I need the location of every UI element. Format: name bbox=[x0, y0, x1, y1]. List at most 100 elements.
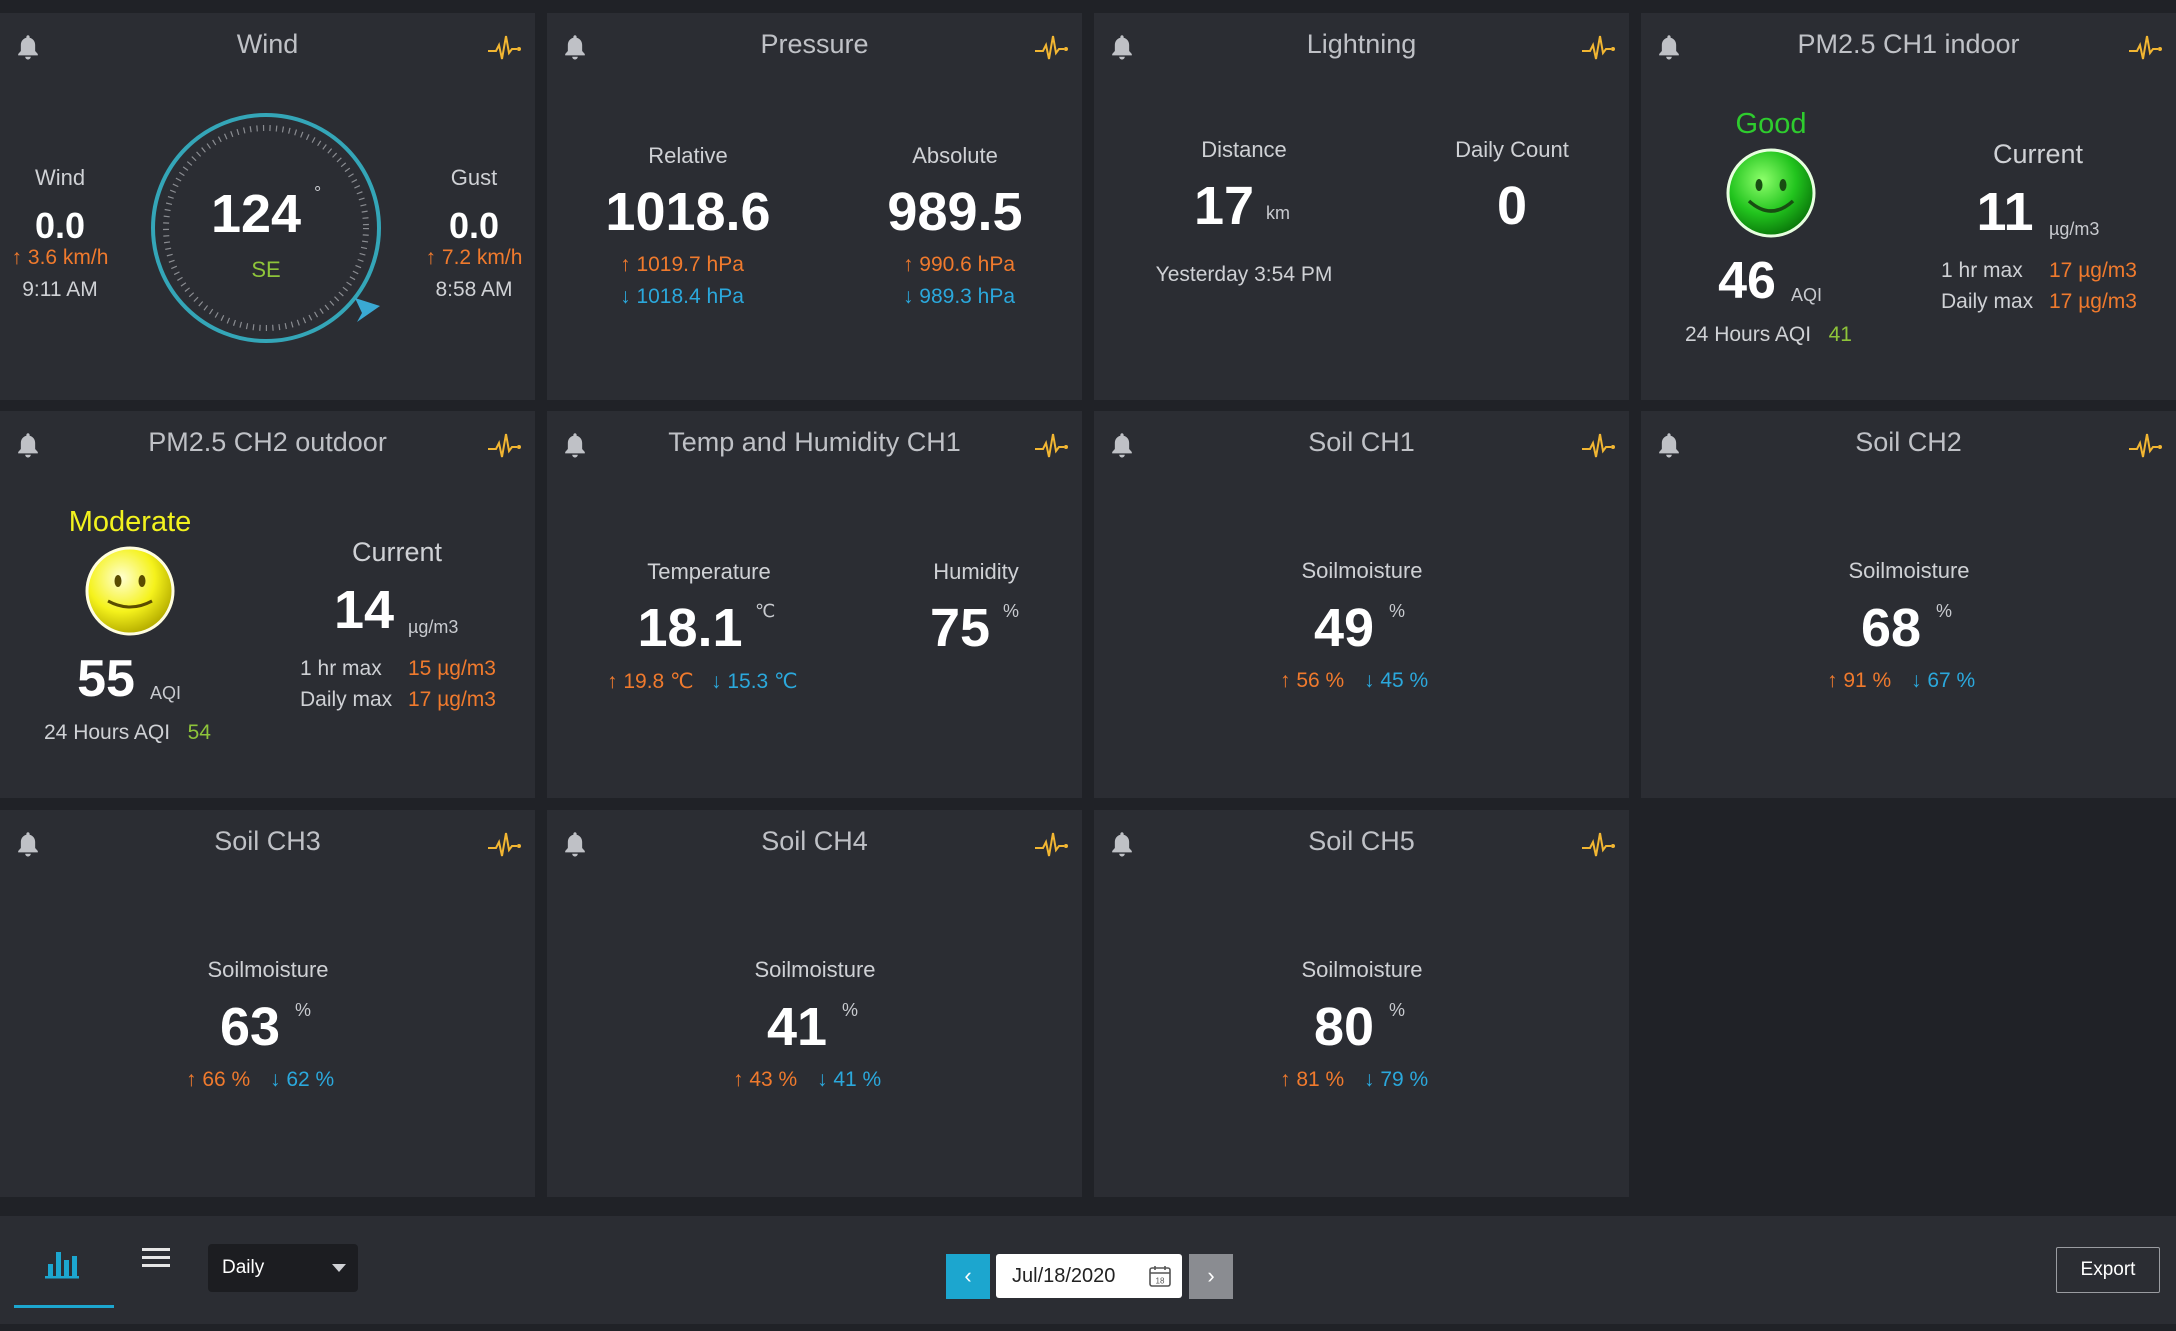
date-input-value: Jul/18/2020 bbox=[1012, 1265, 1116, 1287]
list-view-tab[interactable] bbox=[136, 1238, 176, 1278]
card-title: Temp and Humidity CH1 bbox=[668, 427, 961, 457]
soil-ch4-card: Soil CH4 Soilmoisture 41 % ↑ 43 % ↓ 41 % bbox=[547, 810, 1082, 1197]
last-strike-time: Yesterday 3:54 PM bbox=[1155, 263, 1333, 286]
bell-icon[interactable] bbox=[561, 33, 589, 63]
prev-date-button[interactable]: ‹ bbox=[946, 1254, 990, 1299]
bell-icon[interactable] bbox=[1655, 431, 1683, 461]
list-icon bbox=[142, 1248, 170, 1267]
card-title: Pressure bbox=[760, 29, 869, 59]
hr-max-value: 17 µg/m3 bbox=[2049, 259, 2137, 282]
card-title: Lightning bbox=[1306, 29, 1417, 59]
pulse-icon[interactable] bbox=[1581, 830, 1617, 862]
distance-label: Distance bbox=[1201, 137, 1287, 162]
soilmoisture-value: 41 bbox=[766, 997, 828, 1057]
pulse-icon[interactable] bbox=[2128, 431, 2164, 463]
current-label: Current bbox=[1992, 139, 2084, 169]
relative-max-value: 1019.7 hPa bbox=[636, 253, 744, 276]
aqi-24h-label: 24 Hours AQI bbox=[44, 721, 171, 744]
soilmoisture-min: ↓ 79 % bbox=[1364, 1068, 1429, 1091]
wind-label: Wind bbox=[34, 165, 86, 190]
soilmoisture-value: 80 bbox=[1313, 997, 1375, 1057]
gust-value: 0.0 bbox=[448, 205, 500, 246]
pulse-icon[interactable] bbox=[487, 830, 523, 862]
soilmoisture-min-value: 62 % bbox=[286, 1068, 335, 1091]
card-title: Soil CH4 bbox=[761, 826, 868, 856]
daily-max-label: Daily max bbox=[300, 688, 393, 711]
distance-unit: km bbox=[1266, 203, 1290, 223]
calendar-icon[interactable]: 18 bbox=[1148, 1264, 1172, 1288]
relative-value: 1018.6 bbox=[605, 182, 771, 242]
soilmoisture-max: ↑ 43 % bbox=[733, 1068, 798, 1091]
bell-icon[interactable] bbox=[14, 33, 42, 63]
card-title: PM2.5 CH2 outdoor bbox=[148, 427, 387, 457]
hr-max-label: 1 hr max bbox=[1941, 259, 2023, 282]
aqi-unit: AQI bbox=[150, 683, 182, 703]
daily-max-label: Daily max bbox=[1941, 290, 2034, 313]
card-title: Soil CH3 bbox=[214, 826, 321, 856]
bell-icon[interactable] bbox=[14, 830, 42, 860]
soilmoisture-min-value: 41 % bbox=[833, 1068, 882, 1091]
soilmoisture-unit: % bbox=[1389, 1000, 1406, 1020]
bell-icon[interactable] bbox=[1655, 33, 1683, 63]
soilmoisture-max-value: 56 % bbox=[1296, 669, 1345, 692]
wind-direction-unit: ° bbox=[314, 183, 322, 203]
soilmoisture-label: Soilmoisture bbox=[207, 957, 329, 982]
humidity-label: Humidity bbox=[933, 559, 1019, 584]
hr-max-value: 15 µg/m3 bbox=[408, 657, 496, 680]
current-label: Current bbox=[351, 537, 443, 567]
date-input[interactable]: Jul/18/2020 18 bbox=[996, 1254, 1182, 1298]
soilmoisture-min: ↓ 62 % bbox=[270, 1068, 335, 1091]
humidity-unit: % bbox=[1003, 601, 1020, 621]
gust-max: ↑ 7.2 km/h bbox=[425, 246, 523, 269]
pulse-icon[interactable] bbox=[487, 33, 523, 65]
calendar-day: 18 bbox=[1156, 1277, 1165, 1286]
pulse-icon[interactable] bbox=[487, 431, 523, 463]
bell-icon[interactable] bbox=[561, 830, 589, 860]
pulse-icon[interactable] bbox=[1034, 33, 1070, 65]
aqi-24h: 24 Hours AQI 54 bbox=[44, 721, 211, 745]
soil-ch5-card: Soil CH5 Soilmoisture 80 % ↑ 81 % ↓ 79 % bbox=[1094, 810, 1629, 1197]
next-date-button[interactable]: › bbox=[1189, 1254, 1233, 1299]
absolute-max-value: 990.6 hPa bbox=[919, 253, 1016, 276]
period-select[interactable]: Daily bbox=[208, 1244, 358, 1292]
bell-icon[interactable] bbox=[14, 431, 42, 461]
pulse-icon[interactable] bbox=[1581, 33, 1617, 65]
period-select-value: Daily bbox=[222, 1257, 265, 1278]
soilmoisture-max: ↑ 66 % bbox=[186, 1068, 251, 1091]
chart-view-tab[interactable] bbox=[14, 1216, 114, 1308]
temperature-max: ↑ 19.8 ℃ bbox=[607, 670, 694, 693]
bell-icon[interactable] bbox=[1108, 33, 1136, 63]
current-value: 11 bbox=[1976, 182, 2034, 242]
absolute-max: ↑ 990.6 hPa bbox=[902, 253, 1016, 276]
card-title: Soil CH5 bbox=[1308, 826, 1415, 856]
export-button[interactable]: Export bbox=[2056, 1247, 2160, 1293]
pulse-icon[interactable] bbox=[1034, 431, 1070, 463]
pressure-card: Pressure Relative 1018.6 ↑ 1019.7 hPa ↓ … bbox=[547, 13, 1082, 400]
pulse-icon[interactable] bbox=[2128, 33, 2164, 65]
aqi-status: Good bbox=[1735, 108, 1807, 140]
bell-icon[interactable] bbox=[1108, 431, 1136, 461]
current-unit: µg/m3 bbox=[2049, 219, 2100, 239]
soilmoisture-label: Soilmoisture bbox=[1848, 558, 1970, 583]
card-title: Soil CH1 bbox=[1308, 427, 1415, 457]
temp-humidity-card: Temp and Humidity CH1 Temperature 18.1 ℃… bbox=[547, 411, 1082, 798]
bell-icon[interactable] bbox=[561, 431, 589, 461]
card-title: Soil CH2 bbox=[1855, 427, 1962, 457]
temperature-unit: ℃ bbox=[755, 601, 776, 621]
wind-card: Wind Wind 0.0 ↑ 3.6 km/h 9:11 AM 124 ° S… bbox=[0, 13, 535, 400]
pulse-icon[interactable] bbox=[1034, 830, 1070, 862]
pulse-icon[interactable] bbox=[1581, 431, 1617, 463]
smiley-icon bbox=[85, 546, 175, 636]
wind-time: 9:11 AM bbox=[22, 278, 98, 301]
soilmoisture-label: Soilmoisture bbox=[754, 957, 876, 982]
humidity-value: 75 bbox=[929, 598, 991, 658]
soilmoisture-value: 49 bbox=[1313, 598, 1375, 658]
soilmoisture-min-value: 45 % bbox=[1380, 669, 1429, 692]
bell-icon[interactable] bbox=[1108, 830, 1136, 860]
card-title: Wind bbox=[236, 29, 299, 59]
soilmoisture-max-value: 43 % bbox=[749, 1068, 798, 1091]
absolute-value: 989.5 bbox=[887, 182, 1023, 242]
temperature-value: 18.1 bbox=[637, 598, 743, 658]
aqi-value: 46 bbox=[1718, 252, 1776, 310]
aqi-value: 55 bbox=[77, 650, 135, 708]
